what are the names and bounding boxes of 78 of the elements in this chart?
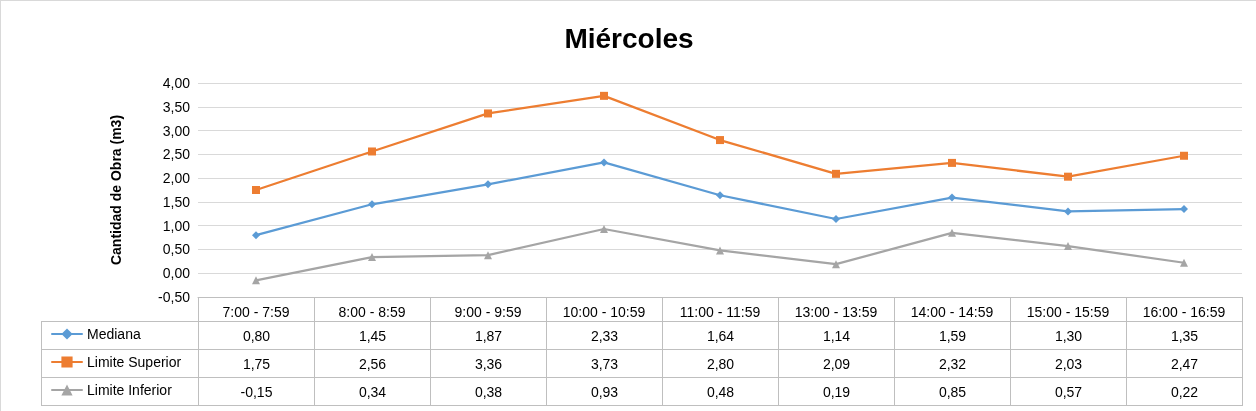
y-tick-label: 1,00 xyxy=(162,217,191,234)
data-label: 0,85 xyxy=(894,377,1011,406)
point xyxy=(716,246,724,255)
point xyxy=(1064,172,1072,181)
y-tick-label: 0,00 xyxy=(162,265,191,282)
data-label: 1,59 xyxy=(894,321,1011,350)
data-label: 0,22 xyxy=(1126,377,1243,406)
point xyxy=(1180,258,1188,267)
point xyxy=(600,91,608,100)
x-tick-label: 16:00 - 16:59 xyxy=(1142,304,1226,320)
y-tick-label: 3,50 xyxy=(162,98,191,115)
data-label: 2,33 xyxy=(546,321,663,350)
x-tick-label: 7:00 - 7:59 xyxy=(222,304,290,320)
x-tick-label: 9:00 - 9:59 xyxy=(454,304,522,320)
point xyxy=(948,228,956,237)
point xyxy=(484,109,492,118)
data-label: 1,87 xyxy=(430,321,547,350)
legend-label: Mediana xyxy=(87,326,141,342)
point xyxy=(948,193,956,202)
x-tick-label: 11:00 - 11:59 xyxy=(679,304,761,320)
point xyxy=(368,200,376,209)
y-tick-label: 2,00 xyxy=(162,170,191,187)
y-axis-title: Cantidad de Obra (m3) xyxy=(108,114,124,266)
point xyxy=(716,191,724,200)
data-label: 0,19 xyxy=(778,377,895,406)
point xyxy=(252,186,260,194)
point xyxy=(1180,205,1188,214)
point xyxy=(368,147,376,156)
data-label: 0,48 xyxy=(662,377,779,406)
data-label: 2,32 xyxy=(894,349,1011,378)
point xyxy=(716,136,724,145)
data-label: 3,73 xyxy=(546,349,663,378)
y-tick-label: 4,00 xyxy=(162,75,191,91)
data-label: 0,34 xyxy=(314,377,431,406)
data-label: 1,35 xyxy=(1126,321,1243,350)
x-tick-label: 14:00 - 14:59 xyxy=(910,304,994,320)
data-label: -0,15 xyxy=(198,377,315,406)
data-label: 2,80 xyxy=(662,349,779,378)
data-label: 2,03 xyxy=(1010,349,1127,378)
point xyxy=(368,253,376,262)
data-label: 2,56 xyxy=(314,349,431,378)
data-label: 0,80 xyxy=(198,321,315,350)
point xyxy=(1064,242,1072,251)
data-label: 1,75 xyxy=(198,349,315,378)
y-tick-label: 0,50 xyxy=(162,241,191,258)
legend-label: Limite Inferior xyxy=(87,382,173,398)
data-label: 1,64 xyxy=(662,321,779,350)
data-label: 1,30 xyxy=(1010,321,1127,350)
data-label: 1,45 xyxy=(314,321,431,350)
y-tick-label: 1,50 xyxy=(162,193,191,210)
point xyxy=(484,180,492,189)
point xyxy=(600,158,608,167)
x-tick-label: 8:00 - 8:59 xyxy=(338,304,406,320)
point xyxy=(832,169,840,178)
point xyxy=(832,215,840,224)
x-tick-label: 10:00 - 10:59 xyxy=(562,304,646,320)
chart-title: Miércoles xyxy=(564,22,694,54)
data-label: 2,47 xyxy=(1126,349,1243,378)
point xyxy=(1180,151,1188,160)
data-label: 3,36 xyxy=(430,349,547,378)
point xyxy=(600,225,608,233)
legend-label: Limite Superior xyxy=(87,354,182,370)
x-tick-label: 15:00 - 15:59 xyxy=(1026,304,1110,320)
point xyxy=(948,158,956,167)
data-label: 0,38 xyxy=(430,377,547,406)
y-tick-label: 2,50 xyxy=(162,146,191,163)
data-label: 1,14 xyxy=(778,321,895,350)
point xyxy=(252,276,260,285)
data-label: 0,57 xyxy=(1010,377,1127,406)
point xyxy=(484,251,492,260)
y-tick-label: 3,00 xyxy=(162,122,191,139)
point xyxy=(832,260,840,269)
x-tick-label: 13:00 - 13:59 xyxy=(794,304,878,320)
point xyxy=(1064,207,1072,216)
data-label: 2,09 xyxy=(778,349,895,378)
data-label: 0,93 xyxy=(546,377,663,406)
point xyxy=(252,231,260,240)
y-tick-label: -0,50 xyxy=(158,289,191,305)
